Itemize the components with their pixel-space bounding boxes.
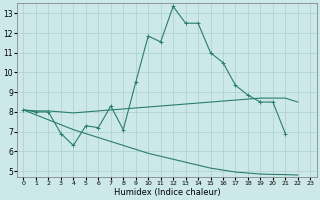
X-axis label: Humidex (Indice chaleur): Humidex (Indice chaleur) (114, 188, 220, 197)
